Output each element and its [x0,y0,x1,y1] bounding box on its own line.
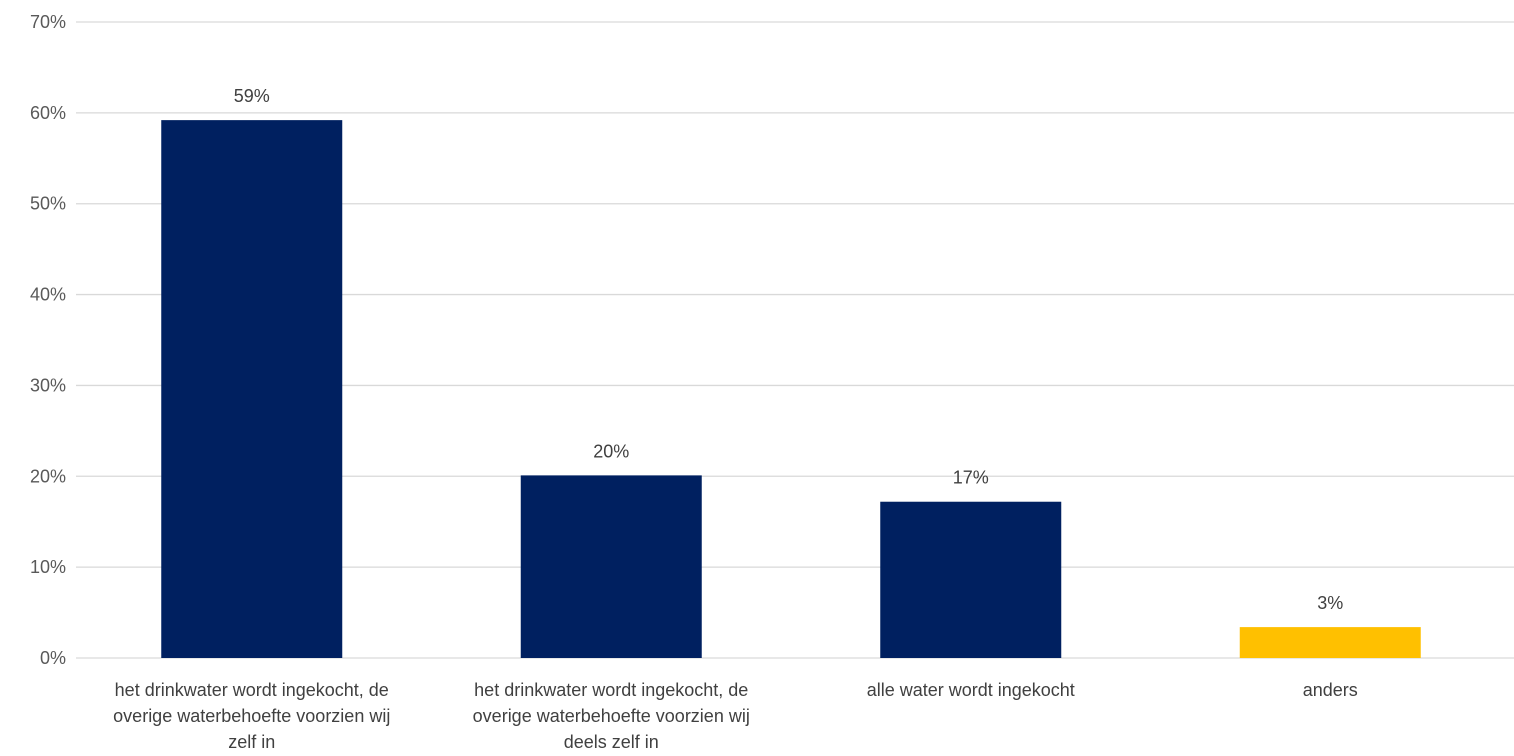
category-label: het drinkwater wordt ingekocht, de overig… [113,680,390,752]
category-label-line: het drinkwater wordt ingekocht, de [474,680,748,700]
x-axis-categories: het drinkwater wordt ingekocht, de overig… [113,680,1358,752]
y-tick-label: 50% [30,194,66,214]
bar [520,475,702,658]
y-tick-label: 70% [30,12,66,32]
category-label-line: zelf in [228,732,275,752]
y-tick-label: 60% [30,103,66,123]
category-label-line: overige waterbehoefte voorzien wij [473,706,750,726]
category-label-line: alle water wordt ingekocht [867,680,1075,700]
data-label: 20% [593,441,629,461]
y-tick-label: 30% [30,375,66,395]
bar [1239,627,1421,658]
category-label-line: deels zelf in [564,732,659,752]
category-label-line: overige waterbehoefte voorzien wij [113,706,390,726]
data-label: 3% [1317,593,1343,613]
y-tick-label: 20% [30,466,66,486]
y-tick-label: 10% [30,557,66,577]
category-label-line: het drinkwater wordt ingekocht, de [115,680,389,700]
data-label: 17% [953,468,989,488]
category-label: alle water wordt ingekocht [867,680,1075,700]
data-labels: 59% 20% 17% 3% [234,86,1344,613]
y-axis-ticks: 0% 10% 20% 30% 40% 50% 60% 70% [30,12,66,668]
bar [880,501,1062,658]
category-label-line: anders [1303,680,1358,700]
category-label: anders [1303,680,1358,700]
bars [161,120,1421,658]
bar [161,120,343,658]
data-label: 59% [234,86,270,106]
category-label: het drinkwater wordt ingekocht, de overig… [473,680,750,752]
y-tick-label: 0% [40,648,66,668]
y-tick-label: 40% [30,285,66,305]
